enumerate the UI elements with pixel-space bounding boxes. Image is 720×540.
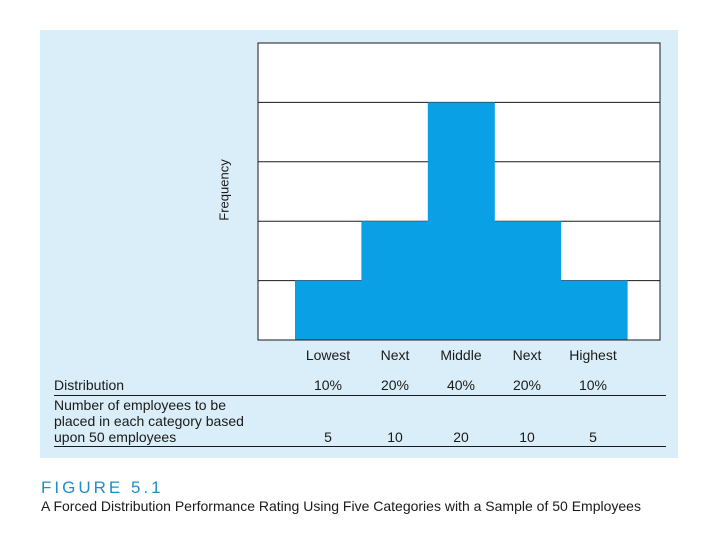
y-axis-label: Frequency — [216, 159, 232, 221]
employees-value: 20 — [453, 429, 469, 445]
bar-lowest-0 — [295, 280, 362, 340]
employees-label-line: placed in each category based — [54, 413, 244, 429]
employees-value: 5 — [324, 429, 332, 445]
plot-frame — [257, 42, 661, 341]
bar-next-3 — [494, 221, 562, 340]
employees-value: 10 — [519, 429, 535, 445]
table-divider — [54, 395, 666, 396]
category-label: Highest — [569, 347, 617, 363]
bar-middle-2 — [427, 102, 495, 341]
figure-label: FIGURE 5.1 — [41, 478, 164, 497]
distribution-value: 20% — [380, 377, 410, 393]
distribution-value: 10% — [578, 377, 608, 393]
bars — [295, 102, 628, 341]
employees-value: 5 — [589, 429, 597, 445]
distribution-label: Distribution — [54, 377, 125, 393]
bar-highest-4 — [560, 280, 628, 340]
figure-caption: A Forced Distribution Performance Rating… — [41, 498, 641, 514]
distribution-value: 20% — [512, 377, 542, 393]
table-bottom-rule — [54, 446, 666, 447]
category-label: Next — [380, 347, 410, 363]
category-label: Middle — [440, 347, 482, 363]
employees-label-line: Number of employees to be — [54, 397, 226, 413]
employees-value: 10 — [387, 429, 403, 445]
distribution-value: 40% — [446, 377, 476, 393]
category-label: Next — [512, 347, 542, 363]
bar-next-1 — [361, 221, 429, 340]
category-label: Lowest — [305, 347, 351, 363]
distribution-value: 10% — [313, 377, 343, 393]
employees-label-line: upon 50 employees — [54, 429, 177, 445]
